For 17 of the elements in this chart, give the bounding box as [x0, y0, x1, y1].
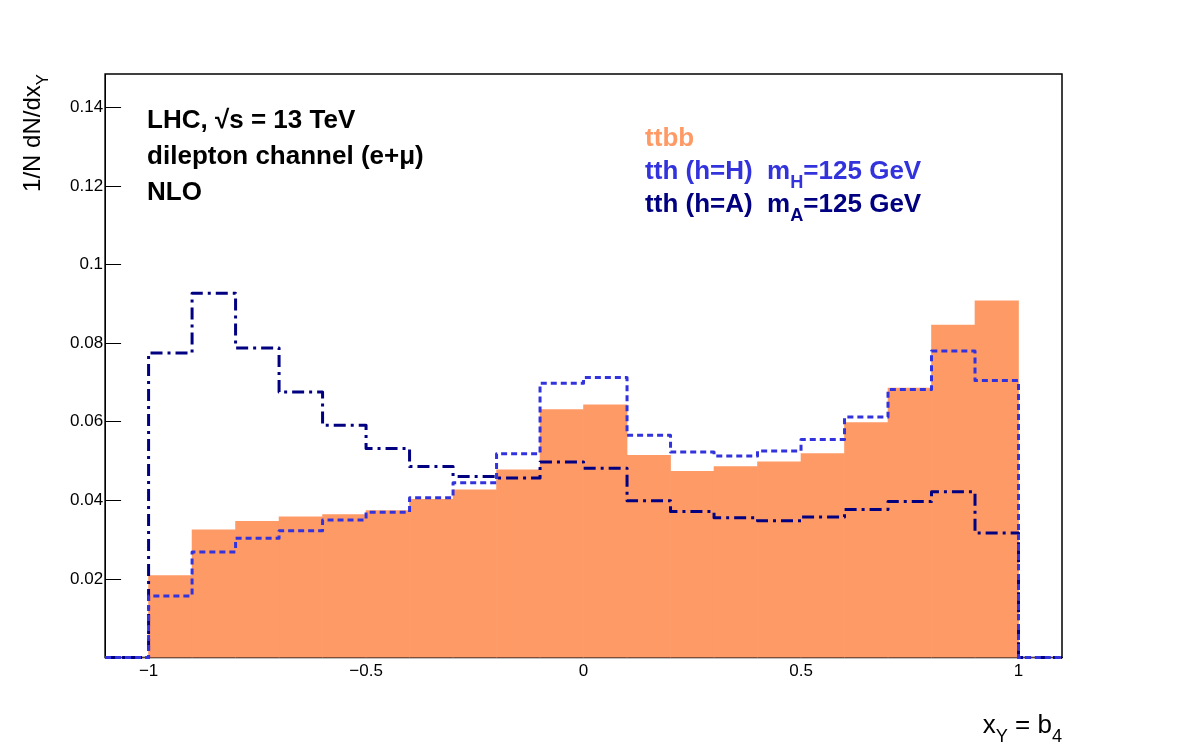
annotation: dilepton channel (e+μ): [147, 140, 424, 170]
x-tick-label: −0.5: [349, 661, 383, 681]
annotation: LHC, √s = 13 TeV: [147, 104, 356, 134]
x-tick-label: −1: [138, 661, 159, 681]
y-tick-label: 0.02: [69, 568, 104, 588]
x-tick-label: 0: [578, 661, 589, 681]
y-tick-label: 0.12: [69, 175, 104, 195]
y-tick-label: 0.08: [69, 332, 104, 352]
y-axis-title: 1/N dN/dxY: [18, 73, 53, 192]
y-tick-label: 0.06: [69, 411, 104, 431]
x-tick-label: 1: [1013, 661, 1024, 681]
y-tick-label: 0.04: [69, 490, 104, 510]
x-tick-label: 0.5: [789, 661, 813, 681]
y-tick-label: 0.1: [79, 254, 104, 274]
annotation: NLO: [147, 176, 202, 206]
text: ttbb: [645, 122, 695, 152]
y-tick-label: 0.14: [69, 97, 104, 117]
